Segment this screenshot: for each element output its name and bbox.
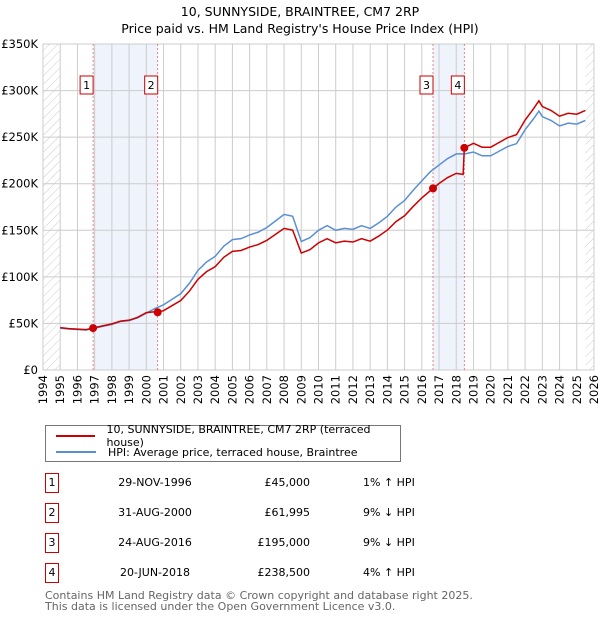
sale-label-box (144, 75, 159, 95)
sale-date: 29-NOV-1996 (118, 476, 192, 489)
sale-point (460, 143, 469, 152)
legend: 10, SUNNYSIDE, BRAINTREE, CM7 2RP (terra… (45, 423, 401, 462)
sale-label-box (419, 75, 434, 95)
x-tick-label: 2023 (535, 375, 549, 404)
legend-item-price: 10, SUNNYSIDE, BRAINTREE, CM7 2RP (terra… (56, 423, 400, 449)
y-tick-label: £300K (1, 84, 38, 98)
sale-number-badge: 3 (45, 533, 59, 553)
y-tick-label: £150K (1, 223, 38, 237)
sale-label-number: 3 (423, 79, 430, 92)
sale-label-box (450, 75, 465, 95)
legend-label-price: 10, SUNNYSIDE, BRAINTREE, CM7 2RP (terra… (106, 423, 371, 449)
sale-number-badge: 4 (45, 563, 59, 583)
no-data-hatch (585, 44, 594, 370)
x-tick-label: 2000 (139, 375, 153, 404)
price-paid-line (60, 99, 586, 331)
chart-subtitle: Price paid vs. HM Land Registry's House … (121, 21, 479, 36)
sale-hpi-diff: 4% ↑ HPI (363, 566, 415, 579)
sale-hpi-diff: 1% ↑ HPI (363, 476, 415, 489)
footer-licence: This data is licensed under the Open Gov… (45, 600, 396, 613)
x-tick-label: 1995 (53, 375, 67, 404)
sale-price: £61,995 (264, 506, 311, 519)
y-tick-label: £0 (23, 363, 38, 377)
y-tick-label: £50K (9, 316, 39, 330)
sale-point (153, 308, 162, 317)
x-tick-label: 2026 (587, 375, 600, 404)
x-tick-label: 2003 (191, 375, 205, 404)
sale-row: 3 24-AUG-2016 £195,000 9% ↓ HPI (45, 533, 445, 553)
x-tick-label: 2013 (363, 375, 377, 404)
sale-date: 20-JUN-2018 (119, 566, 191, 579)
sale-number-badge: 2 (45, 503, 59, 523)
footer-copyright: Contains HM Land Registry data © Crown c… (45, 589, 473, 602)
x-tick-label: 2015 (398, 375, 412, 404)
x-tick-label: 2019 (466, 375, 480, 404)
x-tick-label: 2005 (225, 375, 239, 404)
legend-item-hpi: HPI: Average price, terraced house, Brai… (56, 444, 358, 460)
sale-price: £195,000 (257, 536, 311, 549)
sale-row: 2 31-AUG-2000 £61,995 9% ↓ HPI (45, 503, 445, 523)
sale-hpi-diff: 9% ↓ HPI (363, 536, 415, 549)
x-tick-label: 2009 (294, 375, 308, 404)
x-tick-label: 2022 (518, 375, 532, 404)
x-tick-label: 1999 (122, 375, 136, 404)
sale-date: 24-AUG-2016 (118, 536, 192, 549)
sale-period-band (433, 44, 465, 370)
x-tick-label: 2021 (501, 375, 515, 404)
y-tick-label: £250K (1, 130, 38, 144)
sale-point (429, 184, 438, 193)
x-tick-label: 2020 (484, 375, 498, 404)
x-tick-label: 1996 (70, 375, 84, 404)
sale-label-box (79, 75, 94, 95)
x-tick-label: 2024 (553, 375, 567, 404)
x-tick-label: 2008 (277, 375, 291, 404)
sale-price: £45,000 (264, 476, 311, 489)
legend-swatch-hpi (56, 451, 96, 453)
sale-period-band (93, 44, 158, 370)
chart-title: 10, SUNNYSIDE, BRAINTREE, CM7 2RP (180, 4, 420, 19)
no-data-hatch (43, 44, 61, 370)
y-tick-label: £350K (1, 37, 38, 51)
x-tick-label: 2002 (174, 375, 188, 404)
x-tick-label: 1994 (36, 375, 50, 404)
sale-price: £238,500 (257, 566, 311, 579)
x-tick-label: 2018 (449, 375, 463, 404)
x-tick-label: 2001 (157, 375, 171, 404)
sale-label-number: 4 (454, 79, 461, 92)
x-tick-label: 2010 (312, 375, 326, 404)
sale-label-number: 2 (148, 79, 155, 92)
sale-label-number: 1 (83, 79, 90, 92)
x-tick-label: 2004 (208, 375, 222, 404)
x-tick-label: 2006 (243, 375, 257, 404)
x-tick-label: 2014 (380, 375, 394, 404)
sale-row: 1 29-NOV-1996 £45,000 1% ↑ HPI (45, 473, 445, 493)
sale-point (89, 324, 98, 333)
x-tick-label: 2016 (415, 375, 429, 404)
x-tick-label: 2011 (329, 375, 343, 404)
x-tick-label: 2007 (260, 375, 274, 404)
legend-label-hpi: HPI: Average price, terraced house, Brai… (108, 445, 358, 459)
y-tick-label: £100K (1, 270, 38, 284)
x-tick-label: 2012 (346, 375, 360, 404)
sale-number-badge: 1 (45, 473, 59, 493)
sale-date: 31-AUG-2000 (118, 506, 192, 519)
x-tick-label: 1997 (88, 375, 102, 404)
x-tick-label: 2025 (570, 375, 584, 404)
chart-plot: 1994 1995 1996 1997 1998 1999 2000 2001 2002 2003… (1, 37, 600, 404)
legend-swatch-price (56, 435, 95, 437)
plot-border (42, 43, 595, 371)
sale-hpi-diff: 9% ↓ HPI (363, 506, 415, 519)
x-tick-label: 2017 (432, 375, 446, 404)
y-tick-label: £200K (1, 177, 38, 191)
x-tick-label: 1998 (105, 375, 119, 404)
sale-row: 4 20-JUN-2018 £238,500 4% ↑ HPI (45, 563, 445, 583)
